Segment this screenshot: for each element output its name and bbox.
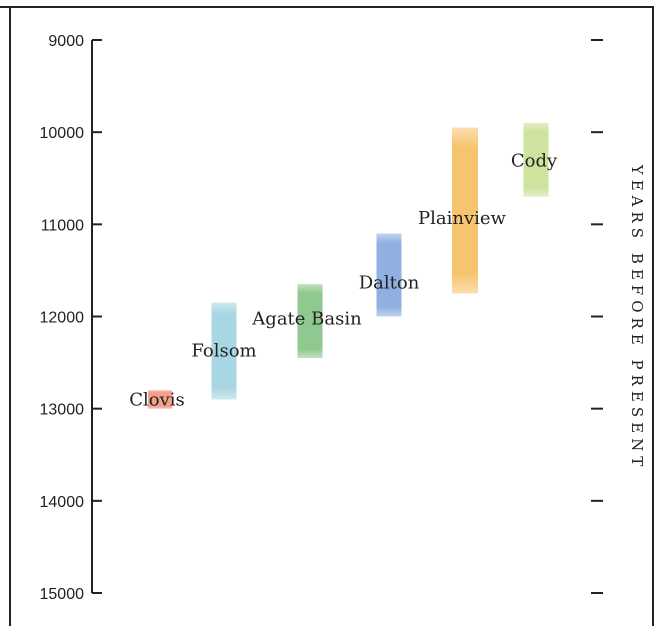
chart-frame — [9, 6, 654, 626]
y-axis-title: YEARS BEFORE PRESENT — [628, 164, 646, 471]
y-tick-label: 15000 — [40, 586, 85, 603]
range-bars — [148, 122, 549, 409]
y-tick-label: 9000 — [48, 33, 84, 50]
right-axis — [591, 39, 603, 594]
range-bar-fade — [452, 127, 478, 294]
y-tick-label: 14000 — [40, 494, 85, 511]
range-label-dalton: Dalton — [359, 272, 420, 293]
range-bar-fade — [148, 390, 172, 409]
frame-corner-line — [0, 6, 9, 8]
range-labels: Clovis Folsom Agate Basin Dalton Plainview Co… — [129, 151, 558, 411]
range-bar-fade — [376, 233, 402, 317]
y-tick-label: 10000 — [40, 125, 85, 142]
range-bar-fade — [523, 122, 549, 197]
y-tick-label: 12000 — [40, 310, 85, 327]
range-label-plainview: Plainview — [418, 208, 507, 229]
range-label-clovis: Clovis — [129, 389, 185, 410]
range-label-agate-basin: Agate Basin — [251, 308, 362, 329]
y-tick-label: 11000 — [41, 217, 84, 234]
left-axis: 9000 10000 11000 12000 13000 14000 15000 — [40, 33, 102, 603]
range-label-cody: Cody — [511, 151, 558, 172]
y-tick-label: 13000 — [40, 402, 85, 419]
range-bar-fade — [211, 302, 237, 400]
range-bar-fade — [297, 284, 323, 358]
range-label-folsom: Folsom — [191, 341, 256, 362]
